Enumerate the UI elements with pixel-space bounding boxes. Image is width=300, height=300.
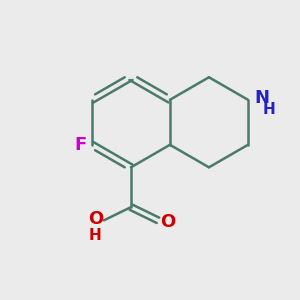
Text: F: F: [75, 136, 87, 154]
Text: H: H: [89, 228, 102, 243]
Text: N: N: [254, 89, 269, 107]
Text: O: O: [160, 213, 175, 231]
Text: O: O: [88, 210, 103, 228]
Text: H: H: [263, 102, 276, 117]
